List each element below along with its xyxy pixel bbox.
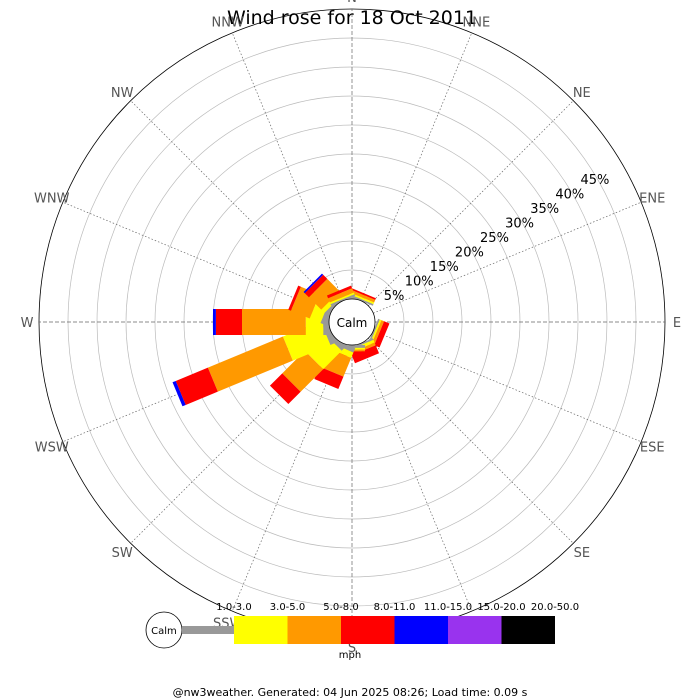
- ring-35: [125, 95, 579, 549]
- direction-label-wnw: WNW: [34, 192, 70, 207]
- spoke-wnw: [62, 201, 331, 314]
- bar-wsw-bin-3: [175, 367, 218, 405]
- direction-label-wsw: WSW: [35, 440, 69, 455]
- bar-sse-bin-3: [351, 345, 380, 364]
- direction-label-n: N: [347, 0, 357, 6]
- direction-label-sw: SW: [112, 546, 133, 561]
- legend-label-3: 8.0-11.0: [374, 602, 416, 613]
- bar-w-bin-3: [215, 309, 242, 335]
- bar-wnw-bin-3: [288, 285, 301, 311]
- bar-n-bin-0: [339, 297, 365, 299]
- bar-nnw-bin-2: [328, 288, 354, 303]
- spoke-ese: [373, 330, 642, 443]
- legend-swatch-3: [341, 616, 395, 644]
- bar-ssw-bin-3: [314, 366, 344, 389]
- bar-nnw-bin-0: [330, 294, 356, 306]
- legend-swatch-2: [287, 616, 341, 644]
- ring-label-5: 5%: [384, 289, 405, 304]
- bar-ese-bin-2: [371, 320, 385, 346]
- ring-label-45: 45%: [580, 173, 609, 188]
- bar-ese-bin-3: [374, 321, 390, 348]
- bar-s-bin-0: [339, 345, 365, 348]
- legend-label-5: 15.0-20.0: [477, 602, 525, 613]
- direction-label-ese: ESE: [640, 440, 665, 455]
- spoke-ssw: [231, 343, 344, 612]
- bar-nnw-bin-3: [326, 285, 353, 299]
- bar-wsw-bin-2: [207, 336, 293, 392]
- bar-w-bin-4: [213, 309, 216, 335]
- ring-label-35: 35%: [530, 202, 559, 217]
- legend: Calm 1.0-3.0 3.0-5.0 5.0-8.0 8.0-11.0 11.0-15…: [145, 602, 579, 661]
- bar-nw-bin-3: [304, 274, 328, 298]
- spoke-sw: [130, 338, 336, 544]
- direction-label-se: SE: [574, 546, 590, 561]
- bar-nne-bin-3: [351, 288, 376, 300]
- calm-center: Calm: [328, 298, 376, 346]
- spoke-nw: [130, 100, 336, 306]
- spoke-nnw: [231, 32, 344, 301]
- bar-nw-bin-4: [303, 273, 324, 294]
- spoke-nne: [360, 32, 473, 301]
- direction-label-ene: ENE: [639, 192, 665, 207]
- direction-label-s: S: [348, 641, 356, 656]
- legend-calm-label: Calm: [151, 626, 177, 637]
- ring-label-30: 30%: [505, 217, 534, 232]
- direction-label-nw: NW: [111, 86, 134, 101]
- bar-nne-bin-0: [348, 294, 374, 306]
- bar-ese-bin-0: [368, 318, 380, 344]
- legend-swatch-4: [394, 616, 448, 644]
- ring-label-40: 40%: [555, 188, 584, 203]
- ring-label-20: 20%: [455, 246, 484, 261]
- calm-circle: [328, 298, 376, 346]
- ring-label-25: 25%: [480, 231, 509, 246]
- legend-label-1: 3.0-5.0: [270, 602, 305, 613]
- direction-label-w: W: [21, 316, 34, 331]
- ring-label-15: 15%: [430, 260, 459, 275]
- legend-label-2: 5.0-8.0: [323, 602, 358, 613]
- bar-nnw-bin-1: [329, 292, 355, 305]
- bar-ese-bin-1: [369, 319, 382, 345]
- bar-w-bin-2: [242, 309, 306, 335]
- legend-label-6: 20.0-50.0: [531, 602, 579, 613]
- spoke-ne: [368, 100, 574, 306]
- ring-label-10: 10%: [405, 275, 434, 290]
- bar-sw-bin-2: [282, 350, 324, 392]
- direction-label-nnw: NNW: [211, 16, 243, 31]
- direction-labels: NNNENEENEEESESESSESSSWSWWSWWWNWNWNNW: [21, 0, 682, 656]
- legend-label-0: 1.0-3.0: [216, 602, 251, 613]
- chart-title: Wind rose for 18 Oct 2011: [227, 7, 477, 29]
- direction-label-e: E: [673, 316, 681, 331]
- spoke-se: [368, 338, 574, 544]
- footer-text: @nw3weather. Generated: 04 Jun 2025 08:2…: [173, 686, 528, 699]
- bar-nne-bin-1: [349, 292, 375, 305]
- bar-nne-bin-2: [350, 289, 376, 303]
- legend-label-4: 11.0-15.0: [424, 602, 472, 613]
- bar-sw-bin-3: [269, 373, 301, 405]
- legend-units: mph: [339, 650, 361, 661]
- legend-swatch-1: [234, 616, 288, 644]
- calm-label: Calm: [337, 316, 368, 330]
- legend-swatch-6: [501, 616, 555, 644]
- legend-swatch-0: [182, 626, 234, 634]
- bar-nw-bin-2: [308, 278, 340, 310]
- ring-labels: 5%10%15%20%25%30%35%40%45%: [384, 173, 610, 304]
- bar-wsw-bin-4: [172, 380, 186, 407]
- spoke-ene: [373, 201, 642, 314]
- direction-label-ne: NE: [573, 86, 591, 101]
- direction-label-nne: NNE: [463, 16, 491, 31]
- legend-swatch-5: [448, 616, 502, 644]
- wind-bars: [172, 273, 390, 407]
- spoke-sse: [360, 343, 473, 612]
